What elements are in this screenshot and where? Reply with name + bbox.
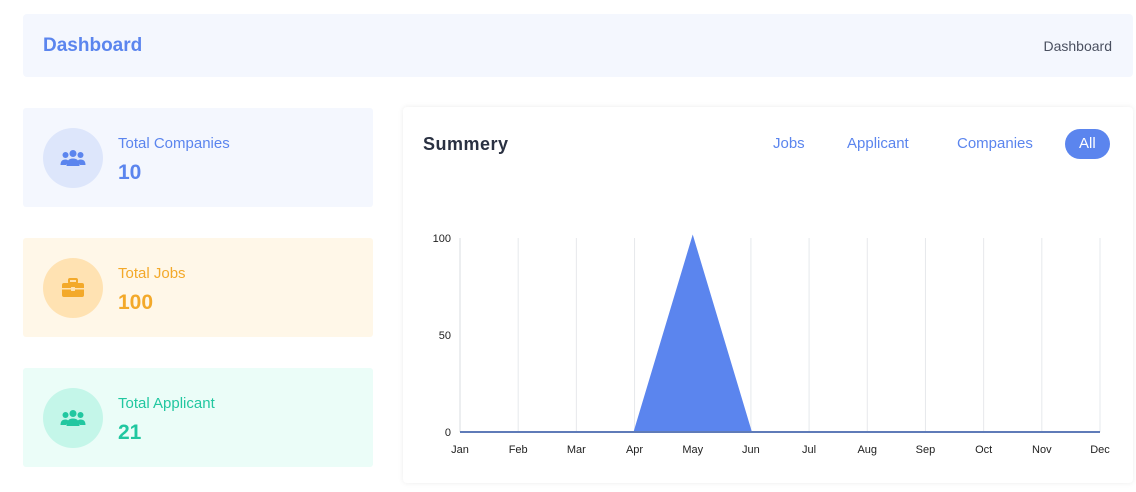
total-jobs-card: Total Jobs 100 <box>23 238 373 337</box>
users-icon <box>43 128 103 188</box>
stat-label: Total Applicant <box>118 395 215 412</box>
x-tick-label: Jan <box>451 444 469 456</box>
summary-title: Summery <box>423 134 509 154</box>
stat-label: Total Companies <box>118 135 230 152</box>
x-tick-label: Feb <box>509 444 528 456</box>
users-icon <box>43 388 103 448</box>
x-tick-label: Nov <box>1032 444 1052 456</box>
briefcase-icon <box>43 258 103 318</box>
total-applicant-card: Total Applicant 21 <box>23 368 373 467</box>
summary-chart: 0 50 100 Jan Feb Mar Apr May Jun Jul Aug Sep Oct Nov D… <box>433 233 1111 456</box>
x-tick-label: Sep <box>916 444 936 456</box>
stat-value: 100 <box>118 291 154 314</box>
filter-companies-button[interactable]: Companies <box>957 135 1033 152</box>
total-companies-card: Total Companies 10 <box>23 108 373 207</box>
stat-value: 10 <box>118 161 142 184</box>
x-tick-label: Jun <box>742 444 760 456</box>
x-tick-label: Dec <box>1090 444 1110 456</box>
x-tick-label: May <box>682 444 703 456</box>
x-tick-label: Oct <box>975 444 992 456</box>
y-tick-label: 50 <box>439 330 451 342</box>
x-tick-label: Jul <box>802 444 816 456</box>
x-tick-label: Mar <box>567 444 586 456</box>
filter-applicant-button[interactable]: Applicant <box>847 135 909 152</box>
y-tick-label: 0 <box>445 427 451 439</box>
series-line <box>460 234 1100 433</box>
stat-label: Total Jobs <box>118 265 186 282</box>
stat-value: 21 <box>118 421 142 444</box>
x-tick-label: Aug <box>857 444 877 456</box>
page-title: Dashboard <box>43 35 143 56</box>
y-tick-label: 100 <box>433 233 451 245</box>
breadcrumb[interactable]: Dashboard <box>1043 38 1113 54</box>
x-tick-label: Apr <box>626 444 643 456</box>
filter-jobs-button[interactable]: Jobs <box>773 135 805 152</box>
series-area <box>460 238 1100 432</box>
page-header: Dashboard Dashboard <box>23 14 1133 77</box>
filter-all-button[interactable]: All <box>1065 129 1110 159</box>
summary-card: Summery Jobs Applicant Companies All 0 50… <box>403 107 1133 483</box>
